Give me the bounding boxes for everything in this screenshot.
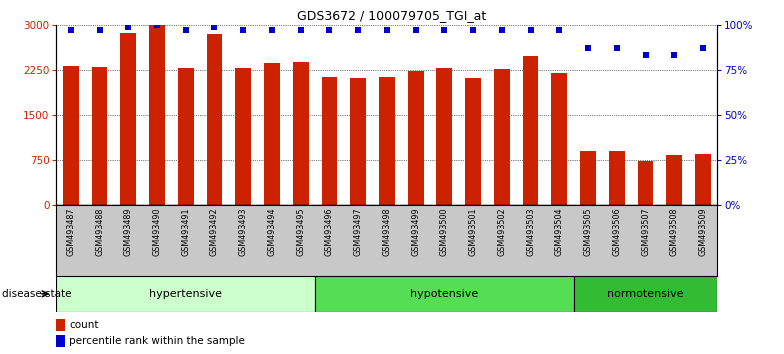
- Bar: [379, 77, 395, 205]
- Text: GSM493498: GSM493498: [383, 207, 391, 256]
- Text: hypertensive: hypertensive: [149, 289, 222, 299]
- Point: [524, 27, 537, 33]
- Text: GSM493505: GSM493505: [583, 207, 593, 256]
- Text: GSM493488: GSM493488: [95, 207, 104, 256]
- Point: [639, 53, 652, 58]
- Bar: [637, 161, 653, 205]
- Point: [553, 27, 565, 33]
- Bar: [321, 77, 337, 205]
- Point: [323, 27, 336, 33]
- Bar: [149, 25, 165, 205]
- Point: [209, 24, 221, 29]
- Point: [380, 27, 393, 33]
- Text: GSM493496: GSM493496: [325, 207, 334, 256]
- Text: percentile rank within the sample: percentile rank within the sample: [69, 336, 245, 346]
- Point: [151, 22, 163, 28]
- Bar: [465, 78, 481, 205]
- Point: [352, 27, 365, 33]
- Point: [611, 45, 623, 51]
- Bar: [609, 151, 625, 205]
- FancyBboxPatch shape: [56, 276, 315, 312]
- Text: normotensive: normotensive: [608, 289, 684, 299]
- FancyBboxPatch shape: [574, 276, 717, 312]
- Point: [295, 27, 307, 33]
- Text: GSM493509: GSM493509: [699, 207, 707, 256]
- Bar: [695, 154, 711, 205]
- Bar: [56, 319, 65, 331]
- Bar: [551, 73, 567, 205]
- Point: [237, 27, 249, 33]
- Text: GSM493499: GSM493499: [411, 207, 420, 256]
- Text: GSM493494: GSM493494: [267, 207, 277, 256]
- Text: GSM493504: GSM493504: [555, 207, 564, 256]
- Point: [668, 53, 681, 58]
- Text: hypotensive: hypotensive: [410, 289, 478, 299]
- Point: [438, 27, 451, 33]
- Text: GSM493495: GSM493495: [296, 207, 305, 256]
- Text: GSM493508: GSM493508: [670, 207, 679, 256]
- Bar: [63, 66, 78, 205]
- FancyBboxPatch shape: [315, 276, 574, 312]
- Text: GSM493487: GSM493487: [67, 207, 75, 256]
- Bar: [580, 151, 596, 205]
- Bar: [121, 33, 136, 205]
- Bar: [207, 34, 223, 205]
- Text: GSM493501: GSM493501: [469, 207, 477, 256]
- Text: GSM493503: GSM493503: [526, 207, 535, 256]
- Text: GSM493492: GSM493492: [210, 207, 219, 256]
- Point: [180, 27, 192, 33]
- Text: GSM493506: GSM493506: [612, 207, 621, 256]
- Bar: [523, 56, 539, 205]
- Point: [495, 27, 508, 33]
- Bar: [666, 155, 682, 205]
- Text: GSM493507: GSM493507: [641, 207, 650, 256]
- Text: disease state: disease state: [2, 289, 71, 299]
- Point: [122, 24, 135, 29]
- Text: GSM493497: GSM493497: [354, 207, 363, 256]
- Text: GSM493502: GSM493502: [497, 207, 506, 256]
- Bar: [494, 69, 510, 205]
- Point: [582, 45, 594, 51]
- Point: [64, 27, 77, 33]
- Bar: [264, 63, 280, 205]
- Point: [266, 27, 278, 33]
- Text: GSM493489: GSM493489: [124, 207, 132, 256]
- Bar: [235, 68, 251, 205]
- Bar: [408, 71, 423, 205]
- Point: [93, 27, 106, 33]
- Text: GSM493491: GSM493491: [181, 207, 191, 256]
- Text: GSM493500: GSM493500: [440, 207, 449, 256]
- Text: GSM493490: GSM493490: [153, 207, 162, 256]
- Bar: [350, 78, 366, 205]
- Bar: [178, 68, 194, 205]
- Text: GDS3672 / 100079705_TGI_at: GDS3672 / 100079705_TGI_at: [297, 9, 487, 22]
- Text: count: count: [69, 320, 99, 330]
- Bar: [56, 335, 65, 347]
- Bar: [437, 68, 452, 205]
- Text: GSM493493: GSM493493: [238, 207, 248, 256]
- Point: [466, 27, 479, 33]
- Bar: [292, 62, 309, 205]
- Bar: [92, 67, 107, 205]
- Point: [409, 27, 422, 33]
- Point: [697, 45, 710, 51]
